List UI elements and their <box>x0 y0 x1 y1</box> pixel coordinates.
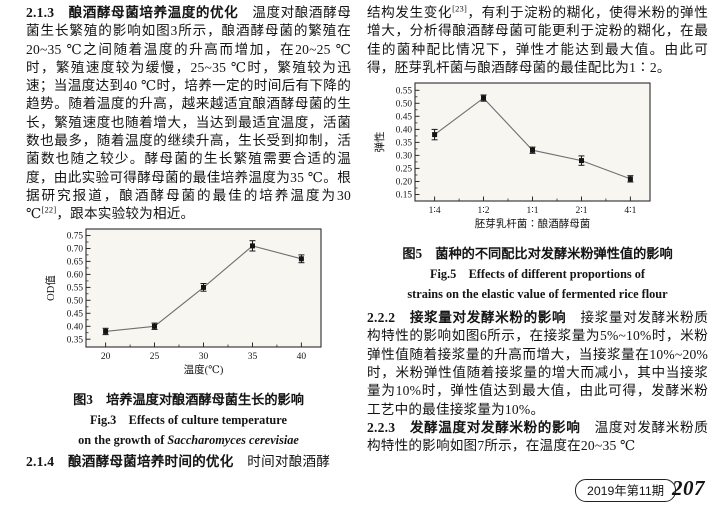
intro-text-b: ，有利于淀粉的糊化，使得米粉的弹性增大，分析得酿酒酵母菌可能更利于淀粉的糊化，在… <box>367 5 709 75</box>
section-214-heading: 2.1.4 酿酒酵母菌培养时间的优化 <box>26 453 234 469</box>
svg-text:1∶1: 1∶1 <box>527 206 539 216</box>
citation-ref-23: [23] <box>452 3 468 14</box>
svg-text:4∶1: 4∶1 <box>624 206 636 216</box>
svg-text:0.20: 0.20 <box>396 178 413 188</box>
fig5-line-chart: 0.15 0.20 0.25 0.30 0.35 0.40 0.45 0.50 0.55 1∶4 1… <box>373 82 651 230</box>
journal-issue-badge: 2019年第11期 <box>574 479 676 502</box>
svg-text:0.35: 0.35 <box>67 335 84 345</box>
fig3-caption-en-1: Fig.3 Effects of culture temperature <box>90 412 287 427</box>
fig5-caption-en-1: Fig.5 Effects of different proportions o… <box>429 267 646 282</box>
right-column: 结构发生变化[23]，有利于淀粉的糊化，使得米粉的弹性增大，分析得酿酒酵母菌可能… <box>367 4 708 456</box>
section-213-paragraph: 2.1.3 酿酒酵母菌培养温度的优化 温度对酿酒酵母菌生长繁殖的影响如图3所示，… <box>26 4 351 224</box>
svg-text:0.60: 0.60 <box>67 270 84 280</box>
svg-text:20: 20 <box>101 352 111 362</box>
svg-text:0.35: 0.35 <box>396 139 413 149</box>
svg-text:0.55: 0.55 <box>67 283 84 293</box>
fig3-caption-en-2: on the growth of Saccharomyces cerevisia… <box>26 430 351 450</box>
fig3-caption-cn: 图3 培养温度对酿酒酵母菌生长的影响 <box>73 391 304 407</box>
svg-text:0.50: 0.50 <box>67 296 84 306</box>
fig5-caption-en-2: strains on the elastic value of fermente… <box>407 287 668 302</box>
svg-text:0.45: 0.45 <box>67 309 84 319</box>
intro-paragraph: 结构发生变化[23]，有利于淀粉的糊化，使得米粉的弹性增大，分析得酿酒酵母菌可能… <box>367 4 708 77</box>
section-223-paragraph: 2.2.3 发酵温度对发酵米粉的影响 温度对发酵米粉质构特性的影响如图7所示，在… <box>367 419 708 456</box>
svg-text:35: 35 <box>248 352 258 362</box>
section-222-paragraph: 2.2.2 接浆量对发酵米粉的影响 接浆量对发酵米粉质构特性的影响如图6所示，在… <box>367 309 708 419</box>
section-223-text: 温度对发酵米粉质构特性的影响如图7所示，在温度在20~35 ℃ <box>367 419 708 454</box>
species-name-italic: Saccharomyces cerevisiae <box>167 432 299 447</box>
figure3-container: 0.35 0.40 0.45 0.50 0.55 0.60 0.65 0.70 0.75 20 25… <box>44 224 351 387</box>
svg-text:0.40: 0.40 <box>67 322 84 332</box>
svg-text:0.50: 0.50 <box>396 100 413 110</box>
svg-text:30: 30 <box>199 352 209 362</box>
svg-text:0.75: 0.75 <box>67 231 84 241</box>
fig3-line-chart: 0.35 0.40 0.45 0.50 0.55 0.60 0.65 0.70 0.75 20 25… <box>44 228 322 376</box>
section-223-heading: 2.2.3 发酵温度对发酵米粉的影响 <box>367 419 581 435</box>
svg-text:胚芽乳杆菌∶酿酒酵母菌: 胚芽乳杆菌∶酿酒酵母菌 <box>475 217 591 230</box>
page-footer: 2019年第11期 207 <box>574 476 705 502</box>
svg-text:弹性: 弹性 <box>373 132 386 153</box>
svg-text:0.40: 0.40 <box>396 126 413 136</box>
citation-ref-22: [22] <box>41 204 57 215</box>
svg-text:0.30: 0.30 <box>396 152 413 162</box>
svg-text:0.45: 0.45 <box>396 113 413 123</box>
svg-text:OD值: OD值 <box>44 274 57 300</box>
svg-text:0.65: 0.65 <box>67 257 84 267</box>
svg-text:2∶1: 2∶1 <box>576 206 588 216</box>
figure5-container: 0.15 0.20 0.25 0.30 0.35 0.40 0.45 0.50 0.55 1∶4 1… <box>373 78 708 241</box>
section-213-text-a: 温度对酿酒酵母菌生长繁殖的影响如图3所示，酿酒酵母菌的繁殖在20~35 ℃之间随… <box>26 5 351 222</box>
left-column: 2.1.3 酿酒酵母菌培养温度的优化 温度对酿酒酵母菌生长繁殖的影响如图3所示，… <box>26 4 351 471</box>
fig3-caption-en-2-prefix: on the growth of <box>78 432 168 447</box>
svg-text:1∶4: 1∶4 <box>429 206 441 216</box>
page-number: 207 <box>672 476 705 500</box>
svg-text:1∶2: 1∶2 <box>478 206 490 216</box>
intro-text-a: 结构发生变化 <box>367 5 453 20</box>
svg-text:0.55: 0.55 <box>396 87 413 97</box>
svg-text:25: 25 <box>150 352 160 362</box>
section-213-text-b: ，跟本实验较为相近。 <box>56 206 195 222</box>
svg-text:0.15: 0.15 <box>396 191 413 201</box>
fig5-caption-cn: 图5 菌种的不同配比对发酵米粉弹性值的影响 <box>402 246 673 262</box>
svg-text:0.25: 0.25 <box>396 165 413 175</box>
section-214-paragraph: 2.1.4 酿酒酵母菌培养时间的优化 时间对酿酒酵 <box>26 453 351 471</box>
section-213-heading: 2.1.3 酿酒酵母菌培养温度的优化 <box>26 5 239 20</box>
svg-text:温度(℃): 温度(℃) <box>184 363 224 376</box>
section-214-text: 时间对酿酒酵 <box>233 453 331 469</box>
section-222-heading: 2.2.2 接浆量对发酵米粉的影响 <box>367 310 567 326</box>
section-222-text: 接浆量对发酵米粉质构特性的影响如图6所示，在接浆量为5%~10%时，米粉弹性值随… <box>367 310 708 417</box>
svg-text:0.70: 0.70 <box>67 244 84 254</box>
svg-text:40: 40 <box>297 352 307 362</box>
